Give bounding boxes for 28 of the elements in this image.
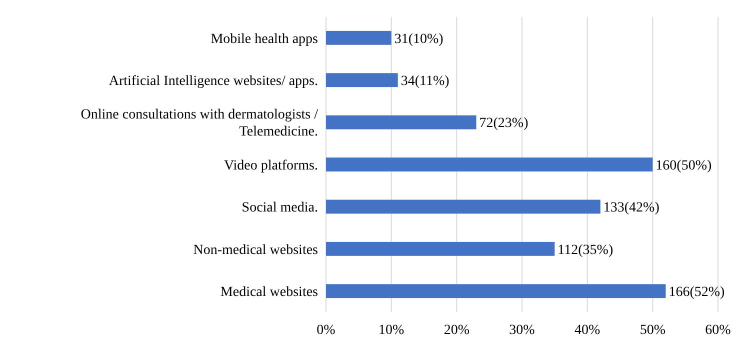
data-label: 112(35%)	[558, 242, 614, 258]
x-tick-label: 20%	[444, 323, 470, 338]
data-label: 72(23%)	[479, 116, 529, 132]
x-tick-label: 0%	[316, 323, 336, 338]
bar	[326, 158, 653, 172]
bar	[326, 115, 476, 130]
x-tick-label: 50%	[640, 323, 666, 338]
y-tick-label: Non-medical websites	[193, 242, 318, 258]
bar	[326, 30, 392, 45]
bar	[326, 73, 398, 88]
bar	[326, 200, 600, 214]
y-tick-label: Video platforms.	[224, 158, 318, 174]
y-tick-label: Online consultations with dermatologists / Telemedicine.	[80, 108, 318, 140]
x-tick-label: 10%	[378, 323, 404, 338]
data-label: 133(42%)	[603, 200, 660, 216]
x-tick-label: 40%	[574, 323, 600, 338]
x-tick-label: 30%	[509, 323, 536, 338]
bar	[326, 242, 555, 256]
data-label: 31(10%)	[394, 32, 444, 47]
x-tick-label: 60%	[705, 323, 732, 338]
data-label: 34(11%)	[400, 74, 450, 89]
data-label: 160(50%)	[656, 158, 712, 174]
y-tick-label: Artificial Intelligence websites/ apps.	[108, 74, 318, 89]
data-label: 166(52%)	[668, 285, 726, 300]
y-tick-label: Social media.	[242, 200, 318, 216]
y-tick-label: Medical websites	[220, 285, 318, 300]
bar	[326, 284, 666, 298]
y-tick-label: Mobile health apps	[210, 32, 318, 47]
